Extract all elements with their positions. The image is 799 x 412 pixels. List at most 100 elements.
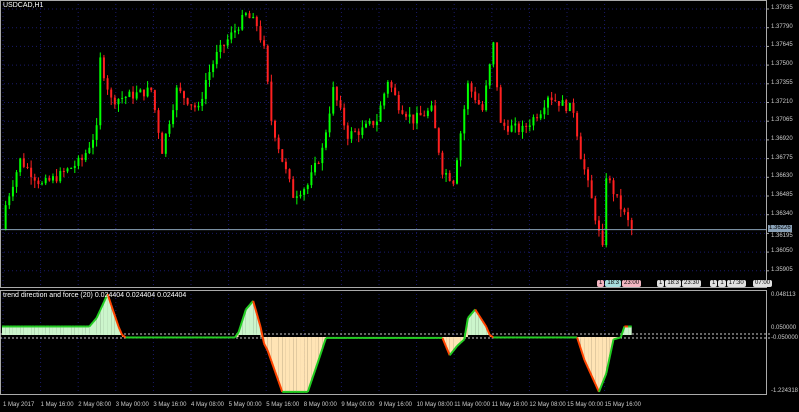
event-flag[interactable]: 1 [710,280,718,287]
candle-body [532,117,535,126]
event-flag[interactable]: 23:00 [622,280,642,287]
candle-body [557,101,560,106]
event-flag[interactable]: 07:00 [753,280,773,287]
candle-body [543,107,546,115]
candle-body [193,105,196,108]
event-flag[interactable]: 1 [718,280,726,287]
candle-body [565,100,568,112]
price-chart[interactable] [0,0,799,290]
indicator-line-segment [117,326,124,336]
indicator-line-segment [448,350,455,356]
candle-body [277,137,280,150]
candle-body [146,87,149,97]
time-axis-label: 2 May 08:00 [78,402,112,408]
indicator-line-segment [485,326,491,336]
candle-body [117,98,120,105]
indicator-line-segment [255,313,262,327]
indicator-line-segment [608,339,615,357]
event-flag[interactable]: 18:3 [665,280,682,287]
indicator-line-segment [113,315,120,327]
time-axis-label: 3 May 00:00 [115,402,149,408]
indicator-fill [245,305,250,335]
candle-body [263,40,266,46]
candle-body [99,57,102,126]
event-flag[interactable]: 23:30 [682,280,702,287]
candle-body [208,72,211,80]
candle-body [102,57,105,79]
indicator-fill [296,337,301,392]
candle-body [113,97,116,105]
indicator-line-segment [489,334,494,339]
price-axis-label: 1.36340 [771,210,793,217]
candle-body [419,112,422,116]
time-axis-label: 11 May 16:00 [491,402,528,408]
candle-body [59,171,62,182]
indicator-line-segment [245,304,251,311]
current-price-tag: 1.36226 [768,225,792,232]
candle-body [183,91,185,99]
candle-body [597,220,600,231]
candle-body [81,157,84,161]
indicator-fill [103,294,108,335]
indicator-line-segment [306,380,313,393]
price-axis-label: 1.37210 [771,98,793,105]
event-flag[interactable]: 17:30 [726,280,746,287]
candle-body [619,195,622,210]
candle-body [233,30,236,33]
time-axis-label: 8 May 00:00 [303,402,337,408]
candle-body [92,139,94,148]
indicator-line-segment [88,321,94,328]
candle-body [397,95,400,111]
candle-body [466,83,469,110]
candle-body [48,178,51,181]
candle-body [441,152,444,175]
candle-body [412,114,415,124]
indicator-fill [16,326,21,335]
candle-body [306,185,309,190]
indicator-fill [5,326,10,335]
candle-body [608,178,611,181]
candle-body [295,196,298,198]
candle-body [226,39,229,46]
event-flag[interactable]: 18:3 [605,280,622,287]
indicator-fill [300,337,305,392]
price-axis-label: 1.37065 [771,117,793,124]
candle-body [496,42,499,88]
candle-body [139,89,142,93]
indicator-line-segment [598,382,604,393]
candle-body [470,83,473,92]
candle-body [270,81,273,121]
candle-body [463,109,466,134]
candle-body [66,168,69,172]
candle-body [244,13,247,15]
candle-body [26,166,29,168]
candle-body [612,180,615,195]
candle-body [62,171,65,173]
indicator-fill [2,326,6,335]
candle-body [503,122,506,126]
event-flag[interactable]: 1 [597,280,605,287]
candle-body [248,13,251,19]
indicator-line-segment [441,337,448,347]
indicator-fill [285,337,290,392]
candle-body [405,113,408,117]
indicator-chart[interactable] [0,290,799,396]
candle-body [627,212,630,221]
price-axis-label: 1.36775 [771,154,793,161]
indicator-fill [242,309,246,335]
event-flag[interactable]: 1 [657,280,665,287]
indicator-line-segment [234,331,240,339]
candle-body [259,26,262,41]
price-frame [0,0,767,288]
candle-body [623,209,626,213]
indicator-fill [624,326,629,335]
candle-body [616,194,619,196]
indicator-line-segment [310,370,316,382]
time-axis-label: 12 May 08:00 [529,402,566,408]
indicator-line-segment [270,360,276,372]
candle-body [361,127,364,135]
indicator-fill [31,326,35,335]
indicator-line-segment [266,350,273,362]
indicator-line-segment [95,309,102,319]
candle-body [525,125,528,127]
